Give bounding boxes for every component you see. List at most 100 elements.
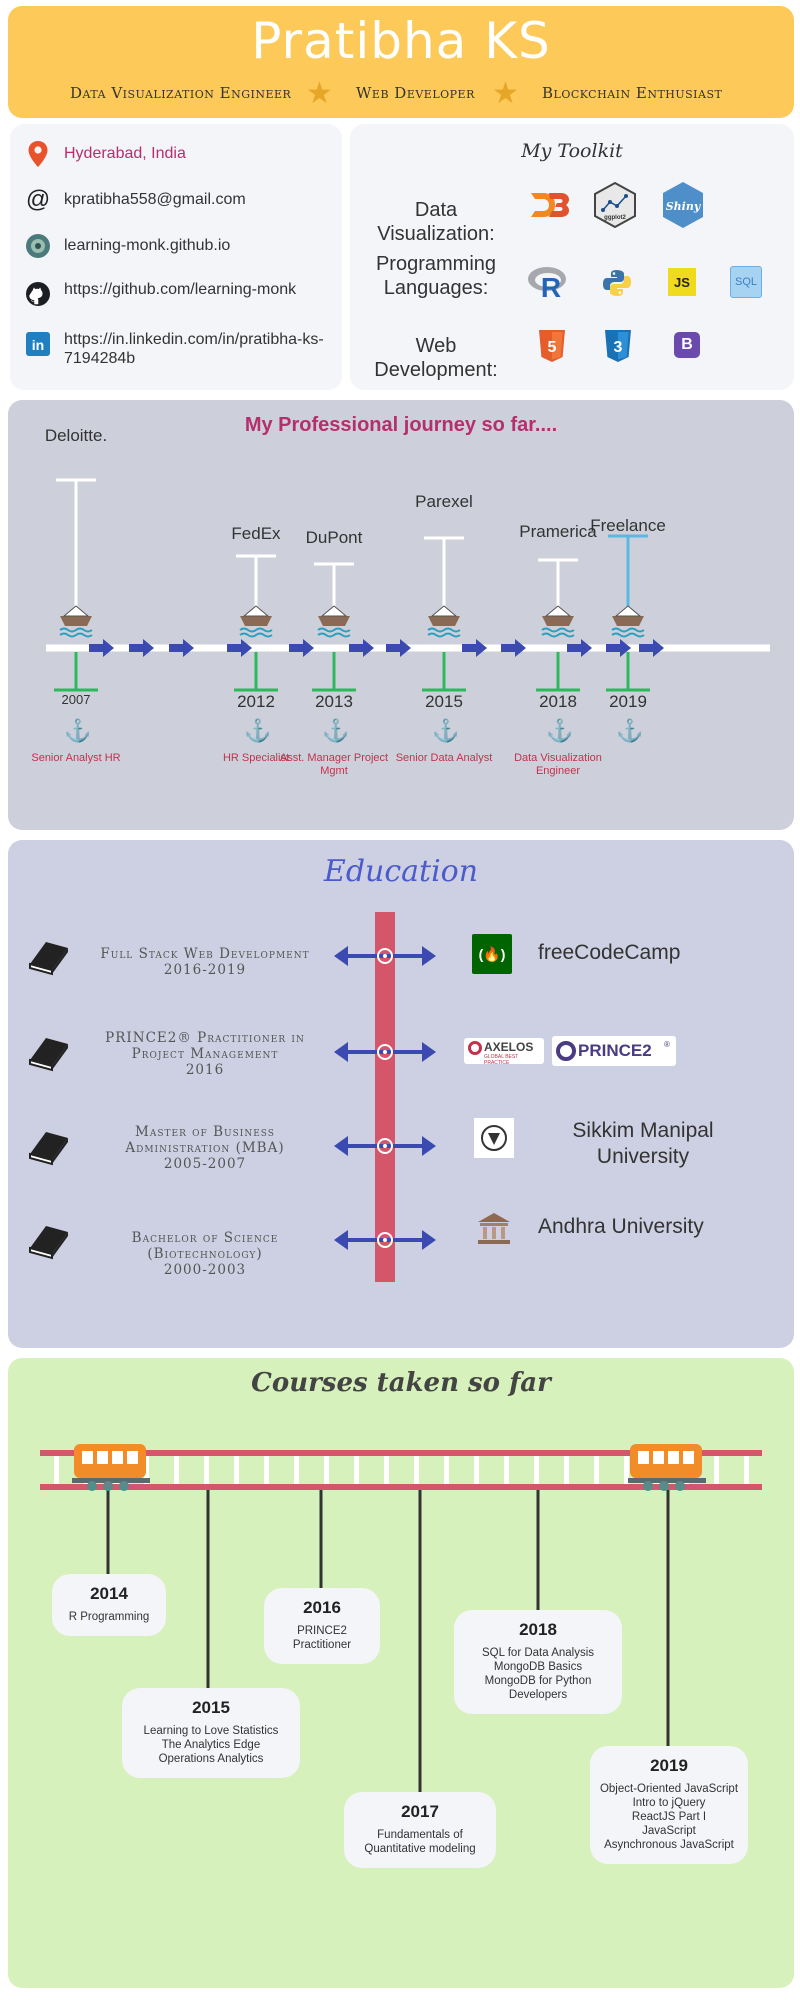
github-icon — [24, 280, 52, 308]
svg-text:in: in — [32, 337, 44, 353]
linkedin-icon: in — [24, 330, 52, 358]
course-item: MongoDB for Python — [484, 1675, 592, 1687]
contact-linkedin[interactable]: in https://in.linkedin.com/in/pratibha-k… — [24, 330, 349, 368]
email-link[interactable]: kpratibha558@gmail.com — [64, 191, 246, 208]
python-icon — [600, 266, 634, 300]
course-box: 2019 Object-Oriented JavaScript Intro to j… — [590, 1746, 748, 1864]
ship-icon — [427, 605, 461, 638]
role-web-dev: Web Developer — [356, 84, 475, 102]
course-list: SQL for Data Analysis MongoDB Basics Mongo… — [454, 1646, 622, 1702]
course-list: R Programming — [52, 1610, 166, 1624]
ship-icon — [611, 605, 645, 638]
course-item: MongoDB Basics — [493, 1661, 583, 1673]
company-name: Pramerica — [519, 522, 597, 541]
svg-text:Shiny: Shiny — [666, 200, 702, 213]
courses-section: Courses taken so far 2014 R Programming 20… — [8, 1358, 794, 1988]
role-data-viz: Data Visualization Engineer — [70, 84, 292, 102]
contact-email[interactable]: @ kpratibha558@gmail.com — [24, 186, 349, 214]
course-year: 2019 — [650, 1756, 688, 1775]
education-program: Master of Business Administration (MBA) 2… — [90, 1124, 320, 1172]
timeline-poles — [54, 478, 650, 692]
course-item: R Programming — [68, 1611, 150, 1623]
js-icon: JS — [668, 268, 696, 296]
r-icon: R — [526, 262, 570, 302]
job-role: Senior Analyst HR — [31, 752, 121, 764]
course-item: The Analytics Edge — [161, 1739, 261, 1751]
track-sleeper — [144, 1456, 149, 1484]
anchor-icon: ⚓ — [432, 718, 460, 743]
university-building-icon — [474, 1208, 514, 1248]
program-years: 2005-2007 — [163, 1156, 247, 1172]
course-box: 2014 R Programming — [52, 1574, 166, 1636]
train-right-icon — [628, 1444, 706, 1491]
axelos-text: AXELOS — [484, 1040, 534, 1054]
toolkit-title: My Toolkit — [521, 140, 623, 162]
toolkit-label-dataviz: Data Visualization: — [377, 199, 495, 245]
course-year: 2018 — [519, 1620, 557, 1639]
course-item: PRINCE2 — [297, 1625, 347, 1637]
track-sleeper — [624, 1456, 629, 1484]
timeline-arrow — [289, 639, 314, 657]
linkedin-link[interactable]: https://in.linkedin.com/in/pratibha-ks-7… — [64, 331, 324, 367]
contact-github[interactable]: https://github.com/learning-monk — [24, 280, 349, 308]
timeline-arrow — [639, 639, 664, 657]
program-years: 2016 — [185, 1062, 225, 1078]
timeline-arrow — [462, 639, 487, 657]
year-label: 2015 — [425, 692, 463, 711]
header-banner: Pratibha KS Data Visualization Engineer … — [8, 6, 794, 118]
toolkit-label-languages: Programming Languages: — [375, 253, 497, 299]
prince2-text: PRINCE2 — [578, 1041, 652, 1060]
track-sleeper — [384, 1456, 389, 1484]
job-role: Asst. Manager Project Mgmt — [279, 752, 389, 777]
website-link[interactable]: learning-monk.github.io — [64, 237, 231, 254]
svg-text:ggplot2: ggplot2 — [604, 215, 626, 221]
timeline-arrow — [567, 639, 592, 657]
track-sleeper — [714, 1456, 719, 1484]
location-text: Hyderabad, India — [64, 145, 186, 162]
company-name: DuPont — [305, 528, 363, 547]
location-pin-icon — [24, 140, 52, 168]
courses-title: Courses taken so far — [251, 1368, 551, 1398]
github-link[interactable]: https://github.com/learning-monk — [64, 281, 297, 298]
anchor-icon: ⚓ — [64, 718, 92, 743]
track-sleeper — [324, 1456, 329, 1484]
axelos-subtext: GLOBAL BEST PRACTICE — [484, 1054, 519, 1066]
course-item: Operations Analytics — [158, 1753, 264, 1765]
education-program: Bachelor of Science (Biotechnology) 2000-… — [90, 1230, 320, 1278]
year-label: 2018 — [539, 692, 577, 711]
institution-freecodecamp: freeCodeCamp — [538, 941, 681, 964]
book-icon — [26, 1032, 72, 1072]
course-box: 2015 Learning to Love Statistics The Analy… — [122, 1688, 300, 1778]
program-years: 2000-2003 — [163, 1262, 247, 1278]
track-sleeper — [504, 1456, 509, 1484]
year-label: 2019 — [609, 692, 647, 711]
track-sleeper — [744, 1456, 749, 1484]
book-icon — [26, 1220, 72, 1260]
timeline-arrows — [89, 639, 664, 657]
courses-track — [40, 1444, 762, 1792]
ship-icon — [59, 605, 93, 638]
program-name: Master of Business Administration (MBA) — [125, 1124, 285, 1156]
course-item: Practitioner — [292, 1639, 352, 1651]
css3-icon: 3 — [602, 328, 634, 364]
track-sleeper — [534, 1456, 539, 1484]
ship-icon — [541, 605, 575, 638]
star-icon: ★ — [492, 77, 519, 110]
course-year: 2016 — [303, 1598, 341, 1617]
double-arrow-icon — [334, 1134, 436, 1158]
svg-text:5: 5 — [548, 339, 557, 356]
bootstrap-icon: B — [674, 332, 700, 358]
sikkim-manipal-logo — [474, 1118, 514, 1158]
course-box: 2018 SQL for Data Analysis MongoDB Basics M… — [454, 1610, 622, 1714]
year-label: 2013 — [315, 692, 353, 711]
course-year: 2017 — [401, 1802, 439, 1821]
svg-text:R: R — [541, 272, 561, 301]
anchor-icon: ⚓ — [546, 718, 574, 743]
institution-sikkim-manipal: Sikkim Manipal University — [572, 1119, 714, 1168]
program-name: PRINCE2® Practitioner in Project Managem… — [105, 1030, 305, 1062]
course-item: Developers — [508, 1689, 568, 1701]
double-arrow-icon — [334, 1228, 436, 1252]
contact-website[interactable]: learning-monk.github.io — [24, 232, 349, 260]
ship-icon — [317, 605, 351, 638]
job-role: Data Visualization Engineer — [514, 752, 602, 777]
